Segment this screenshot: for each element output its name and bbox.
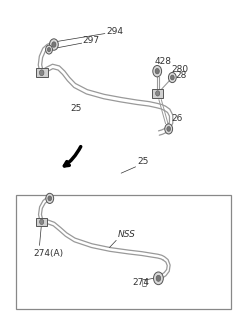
Text: 280: 280: [171, 65, 188, 74]
Circle shape: [47, 47, 51, 52]
Circle shape: [156, 275, 161, 281]
Bar: [152, 89, 163, 98]
Text: 26: 26: [172, 114, 183, 123]
Text: NSS: NSS: [117, 230, 135, 239]
Bar: [36, 68, 48, 77]
Circle shape: [165, 124, 173, 134]
Circle shape: [52, 42, 56, 47]
Circle shape: [49, 39, 58, 50]
Bar: [16, 195, 231, 309]
Circle shape: [167, 126, 171, 131]
Circle shape: [40, 70, 44, 76]
Text: 28: 28: [175, 70, 187, 80]
Text: 428: 428: [155, 57, 172, 66]
Circle shape: [46, 45, 52, 54]
Circle shape: [48, 196, 52, 201]
Text: 25: 25: [138, 157, 149, 166]
Text: 25: 25: [70, 104, 82, 114]
Circle shape: [170, 75, 174, 80]
Circle shape: [155, 68, 159, 74]
Bar: [36, 218, 47, 226]
Text: 274(A): 274(A): [34, 249, 64, 259]
Circle shape: [40, 219, 44, 225]
Text: 297: 297: [82, 36, 100, 45]
Circle shape: [46, 193, 54, 204]
Text: Ⓑ: Ⓑ: [142, 278, 146, 287]
Circle shape: [154, 272, 163, 285]
Circle shape: [153, 66, 162, 77]
Circle shape: [156, 91, 160, 96]
Text: 294: 294: [106, 27, 124, 36]
Circle shape: [168, 72, 176, 83]
Text: 274: 274: [132, 278, 149, 287]
